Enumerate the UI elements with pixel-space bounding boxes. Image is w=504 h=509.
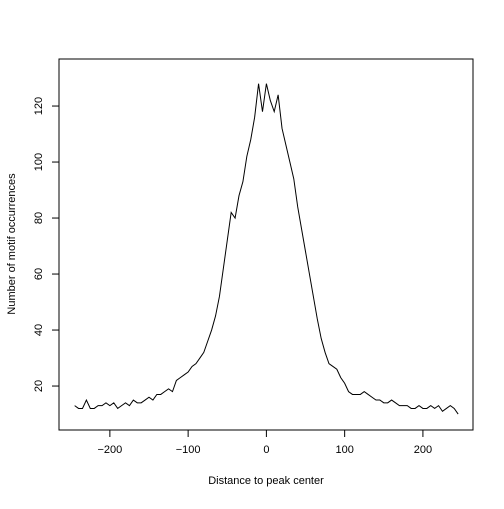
x-axis-label: Distance to peak center (208, 475, 324, 487)
y-tick-label: 100 (33, 153, 45, 171)
x-tick-label: −100 (176, 444, 201, 456)
x-tick-label: 200 (414, 444, 432, 456)
y-tick-label: 80 (33, 212, 45, 224)
x-tick-label: −200 (97, 444, 122, 456)
x-tick-label: 100 (335, 444, 353, 456)
plot-frame (58, 58, 474, 431)
y-axis-label: Number of motif occurrences (6, 173, 18, 315)
x-tick-label: 0 (263, 444, 269, 456)
y-tick-label: 60 (33, 268, 45, 280)
y-tick-label: 20 (33, 380, 45, 392)
data-line (74, 83, 459, 415)
y-tick-label: 120 (33, 97, 45, 115)
y-tick-label: 40 (33, 324, 45, 336)
